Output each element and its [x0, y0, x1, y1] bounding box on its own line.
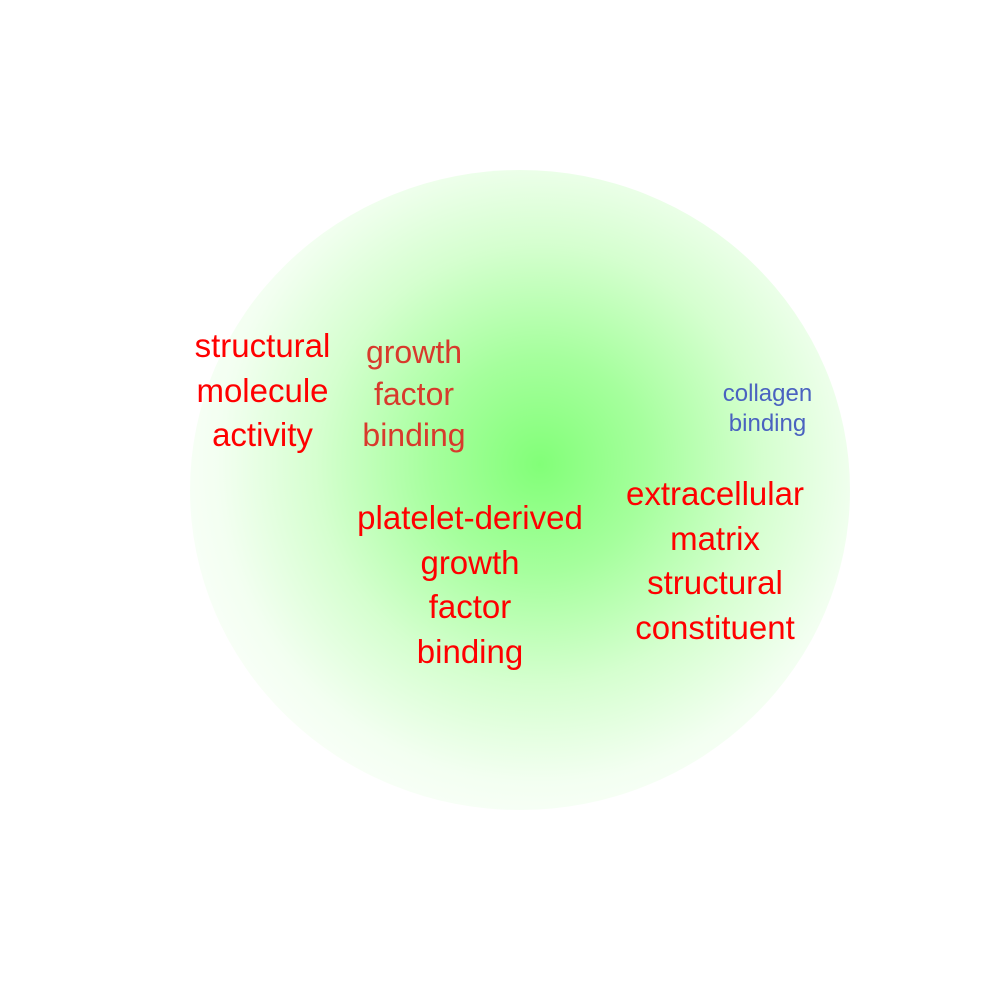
term-line: factor	[428, 588, 512, 625]
term-growth-factor-binding: growth factor binding	[340, 332, 488, 457]
term-line: collagen	[722, 380, 813, 407]
cluster-glow	[190, 170, 850, 810]
term-extracellular-matrix-structural-constituent: extracellular matrix structural constitu…	[605, 472, 825, 650]
term-line: activity	[212, 416, 313, 453]
term-structural-molecule-activity: structural molecule activity	[160, 324, 365, 458]
term-line: factor	[373, 375, 455, 412]
term-collagen-binding: collagen binding	[700, 379, 835, 439]
term-line: platelet-derived	[357, 499, 583, 536]
term-line: growth	[420, 543, 520, 581]
term-line: structural	[647, 564, 783, 601]
term-line: structural	[194, 327, 331, 364]
term-line: extracellular	[626, 475, 804, 512]
term-line: growth	[365, 334, 463, 370]
term-line: binding	[728, 410, 807, 437]
term-line: constituent	[635, 608, 795, 646]
term-platelet-derived-growth-factor-binding: platelet-derived growth factor binding	[335, 496, 605, 674]
term-line: binding	[362, 417, 466, 453]
term-line: binding	[416, 632, 524, 670]
term-line: molecule	[196, 371, 329, 409]
term-line: matrix	[670, 519, 760, 557]
